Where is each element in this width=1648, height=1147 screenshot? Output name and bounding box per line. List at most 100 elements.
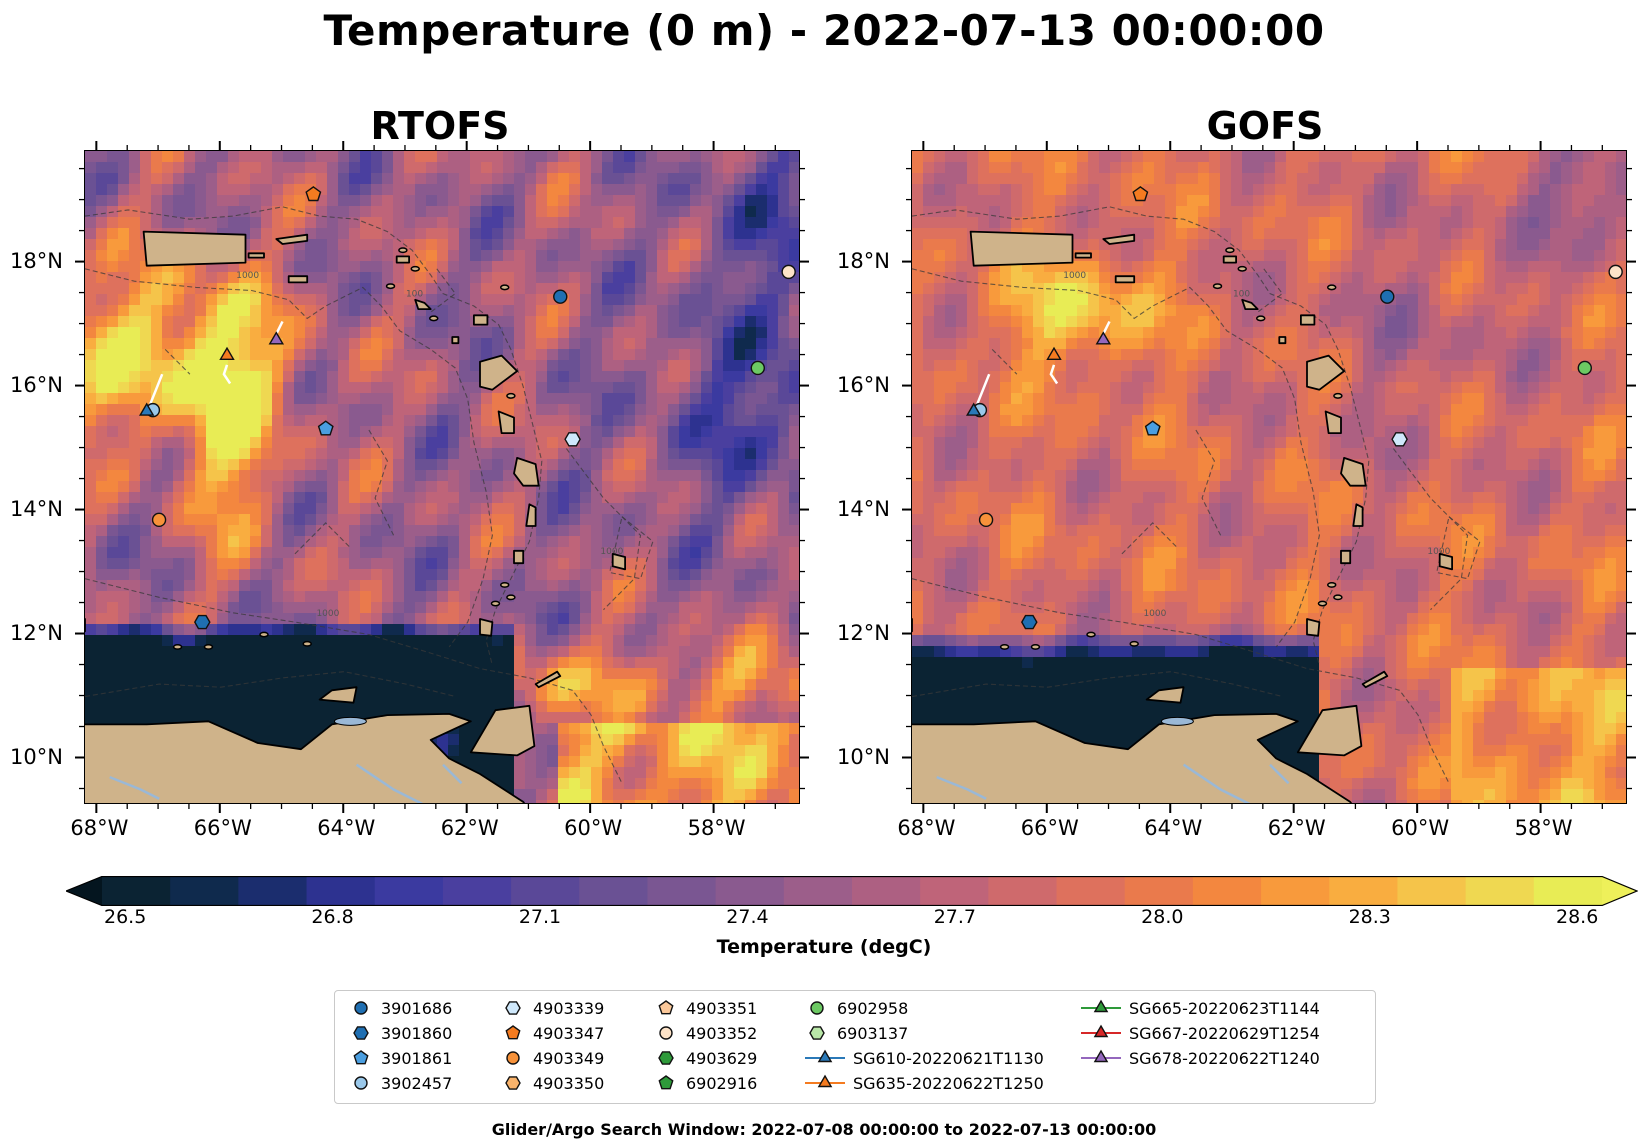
obs-marker-4903347 — [305, 186, 322, 202]
legend-item: 6902916 — [654, 1072, 757, 1094]
hexagon-marker-icon — [809, 1026, 825, 1040]
lat-tick-label: 14°N — [10, 496, 63, 521]
legend-item: 3901860 — [349, 1022, 452, 1044]
legend-label: 4903352 — [686, 1023, 758, 1043]
legend-item: 4903350 — [501, 1072, 604, 1094]
lon-tick-label: 60°W — [1391, 816, 1450, 840]
circle-marker-icon — [506, 1051, 520, 1065]
pentagon-marker-icon — [658, 1000, 674, 1015]
temperature-field — [912, 151, 1626, 803]
legend-marker — [658, 1000, 674, 1015]
lat-tick-label: 10°N — [837, 744, 890, 769]
glider-tracks — [148, 320, 284, 406]
legend-label: 4903351 — [686, 998, 758, 1018]
bathymetry-contours: 1000 1000 100 1000 — [912, 206, 1481, 784]
obs-marker-3901860 — [193, 614, 211, 630]
colorbar-label: Temperature (degC) — [716, 936, 932, 958]
circle-marker-icon — [810, 1001, 824, 1015]
legend-marker — [354, 1076, 368, 1090]
legend-item: 4903352 — [654, 1022, 757, 1044]
legend-item: 3901861 — [349, 1047, 452, 1069]
land — [85, 230, 626, 803]
search-window-note: Glider/Argo Search Window: 2022-07-08 00… — [491, 1120, 1157, 1139]
legend-label: 3901860 — [381, 1023, 453, 1043]
legend-label: SG665-20220623T1144 — [1129, 998, 1320, 1018]
legend-marker — [353, 1026, 369, 1040]
colorbar-tick-label: 26.8 — [311, 906, 354, 928]
obs-marker-3901686 — [553, 289, 568, 304]
legend-label: 3901861 — [381, 1048, 453, 1068]
obs-marker-3901861 — [317, 420, 334, 436]
legend-item: SG610-20220621T1130 — [805, 1047, 1044, 1069]
lat-tick-label: 18°N — [10, 248, 63, 273]
legend-label: 4903349 — [533, 1048, 605, 1068]
legend-item: 4903629 — [654, 1047, 757, 1069]
legend-marker — [810, 1001, 824, 1015]
legend-item: 3901686 — [349, 997, 452, 1019]
legend-item: 4903351 — [654, 997, 757, 1019]
panel-title-gofs: GOFS — [1206, 104, 1324, 148]
map-canvas: 1000 1000 100 1000 — [912, 151, 1626, 803]
legend-marker — [1093, 999, 1109, 1013]
bathymetry-contours: 1000 1000 100 1000 — [85, 206, 654, 784]
map-panel-rtofs[interactable]: 1000 1000 100 1000 — [84, 150, 800, 804]
contour-label: 1000 — [316, 609, 339, 619]
obs-marker-4903339 — [1391, 432, 1408, 447]
contour-label: 100 — [1233, 290, 1250, 300]
legend-label: 3902457 — [381, 1073, 453, 1093]
lon-tick-label: 68°W — [897, 816, 956, 840]
legend-marker — [659, 1026, 673, 1040]
lon-tick-label: 60°W — [564, 816, 623, 840]
contour-label: 1000 — [1063, 271, 1086, 281]
hexagon-marker-icon — [505, 1001, 521, 1015]
legend-label: 4903629 — [686, 1048, 758, 1068]
colorbar — [64, 875, 1639, 907]
obs-marker-sg635-20220622t1250 — [1046, 346, 1062, 361]
pentagon-marker-icon — [353, 1050, 369, 1065]
legend-marker — [658, 1075, 674, 1090]
legend-marker — [353, 1050, 369, 1065]
lat-tick-label: 16°N — [837, 372, 890, 397]
obs-marker-6902958 — [750, 360, 765, 376]
legend-label: 4903350 — [533, 1073, 605, 1093]
obs-marker-4903352 — [781, 264, 796, 280]
obs-marker-sg610-20220621t1130 — [138, 402, 155, 416]
legend-label: 4903339 — [533, 998, 605, 1018]
map-canvas: 1000 1000 100 1000 — [85, 151, 799, 803]
circle-marker-icon — [354, 1076, 368, 1090]
contour-label: 1000 — [1427, 547, 1450, 557]
figure-title: Temperature (0 m) - 2022-07-13 00:00:00 — [323, 6, 1325, 55]
legend-label: 3901686 — [381, 998, 453, 1018]
legend-item: 6902958 — [805, 997, 908, 1019]
glider-tracks — [975, 320, 1111, 406]
colorbar-extend-low — [66, 876, 102, 906]
legend-item: SG635-20220622T1250 — [805, 1072, 1044, 1094]
lat-tick-label: 10°N — [10, 744, 63, 769]
contour-label: 1000 — [600, 547, 623, 557]
legend-marker — [658, 1051, 674, 1065]
colorbar-tick-label: 27.4 — [726, 906, 769, 928]
triangle-marker-icon — [1081, 999, 1121, 1013]
circle-marker-icon — [659, 1026, 673, 1040]
legend-label: SG678-20220622T1240 — [1129, 1048, 1320, 1068]
lon-tick-label: 68°W — [70, 816, 129, 840]
legend-marker — [505, 1076, 521, 1090]
triangle-marker-icon — [1081, 1024, 1121, 1038]
legend-marker — [817, 1074, 833, 1088]
legend-item: SG665-20220623T1144 — [1081, 997, 1320, 1019]
legend-marker — [1093, 1049, 1109, 1063]
obs-marker-4903349 — [151, 512, 167, 528]
obs-marker-sg678-20220622t1240 — [1095, 331, 1112, 345]
legend-label: SG610-20220621T1130 — [853, 1048, 1044, 1068]
map-panel-gofs[interactable]: 1000 1000 100 1000 — [911, 150, 1627, 804]
legend-marker — [505, 1025, 521, 1040]
legend-item: 4903347 — [501, 1022, 604, 1044]
legend-marker — [817, 1049, 833, 1063]
obs-marker-4903352 — [1608, 264, 1623, 280]
axis-ticks — [75, 141, 809, 813]
contour-label: 1000 — [1143, 609, 1166, 619]
circle-marker-icon — [354, 1001, 368, 1015]
lon-tick-label: 58°W — [687, 816, 746, 840]
legend-label: SG635-20220622T1250 — [853, 1073, 1044, 1093]
legend-marker — [354, 1001, 368, 1015]
